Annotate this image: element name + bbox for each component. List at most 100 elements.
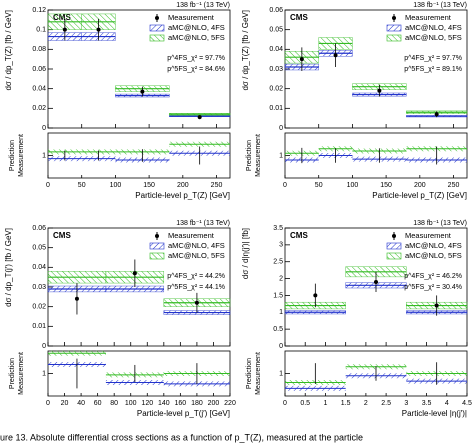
ratio-y-label: Prediction — [9, 140, 16, 171]
ratio-y-tick-label: 1 — [42, 370, 46, 377]
y-axis-label: dσ / d|η(j′)| [fb] — [241, 228, 250, 279]
measurement — [96, 27, 101, 32]
legend-label: Measurement — [405, 231, 452, 240]
experiment: CMS — [290, 231, 308, 240]
x-tick-label: 200 — [208, 400, 220, 407]
y-tick-label: 0.04 — [269, 46, 283, 53]
header: 138 fb⁻¹ (13 TeV) — [176, 220, 230, 227]
annotation: p^5FS_χ² = 89.1% — [404, 66, 462, 73]
y-tick-label: 2.5 — [273, 259, 283, 266]
ratio-y-label: Prediction — [246, 358, 253, 389]
x-tick-label: 4.5 — [462, 400, 472, 407]
x-tick-label: 1 — [323, 400, 327, 407]
y-tick-label: 0 — [42, 125, 46, 132]
experiment: CMS — [53, 231, 71, 240]
y-tick-label: 0.5 — [273, 326, 283, 333]
x-tick-label: 180 — [191, 400, 203, 407]
y-tick-label: 0.08 — [32, 46, 46, 53]
legend-label: aMC@NLO, 5FS — [168, 33, 225, 42]
x-tick-label: 50 — [315, 182, 323, 189]
y-tick-label: 0.04 — [32, 264, 46, 271]
x-tick-label: 60 — [94, 400, 102, 407]
x-tick-label: 150 — [380, 182, 392, 189]
annotation: p^5FS_χ² = 84.6% — [167, 66, 225, 73]
measurement — [132, 271, 137, 276]
annotation: p^4FS_χ² = 97.7% — [404, 55, 462, 62]
y-axis-label: dσ / dp_T(j′) [fb / GeV] — [4, 228, 13, 307]
y-tick-label: 3.5 — [273, 225, 283, 232]
x-tick-label: 200 — [177, 182, 189, 189]
x-axis-label: Particle-level |η(j′)| — [402, 409, 467, 418]
x-tick-label: 0 — [46, 400, 50, 407]
legend-swatch — [386, 252, 402, 260]
ratio-y-label: Prediction — [9, 358, 16, 389]
x-axis-label: Particle-level p_T(j′) [GeV] — [137, 409, 230, 418]
x-tick-label: 160 — [175, 400, 187, 407]
header: 138 fb⁻¹ (13 TeV) — [413, 220, 467, 227]
y-tick-label: 0.03 — [32, 284, 46, 291]
y-tick-label: 0.02 — [269, 86, 283, 93]
legend-label: aMC@NLO, 5FS — [168, 251, 225, 260]
measurement — [374, 279, 378, 284]
x-tick-label: 150 — [143, 182, 155, 189]
measurement — [194, 300, 199, 305]
measurement — [434, 112, 439, 117]
measurement — [299, 57, 304, 62]
legend-swatch — [149, 252, 165, 260]
x-tick-label: 220 — [224, 400, 236, 407]
y-tick-label: 0 — [279, 343, 283, 350]
y-tick-label: 0.04 — [32, 86, 46, 93]
x-tick-label: 100 — [125, 400, 137, 407]
caption: ure 13. Absolute differential cross sect… — [0, 432, 363, 442]
ratio-y-tick-label: 1 — [279, 152, 283, 159]
x-tick-label: 40 — [77, 400, 85, 407]
x-tick-label: 0.5 — [300, 400, 310, 407]
x-tick-label: 100 — [347, 182, 359, 189]
y-tick-label: 0 — [42, 343, 46, 350]
plot-frame — [284, 227, 468, 347]
x-tick-label: 250 — [211, 182, 223, 189]
y-tick-label: 0.02 — [32, 304, 46, 311]
ratio-y-label: Measurement — [255, 352, 262, 395]
x-axis-label: Particle-level p_T(Z) [GeV] — [372, 191, 467, 200]
x-axis-label: Particle-level p_T(Z) [GeV] — [135, 191, 230, 200]
x-tick-label: 80 — [110, 400, 118, 407]
y-tick-label: 0.06 — [32, 225, 46, 232]
legend-label: aMC@NLO, 4FS — [168, 23, 225, 32]
measurement — [62, 27, 67, 32]
x-tick-label: 2.5 — [381, 400, 391, 407]
x-tick-label: 1.5 — [341, 400, 351, 407]
x-tick-label: 2 — [364, 400, 368, 407]
x-tick-label: 200 — [414, 182, 426, 189]
legend-label: aMC@NLO, 5FS — [405, 33, 462, 42]
ratio-y-tick-label: 1 — [42, 152, 46, 159]
legend-swatch — [149, 24, 165, 32]
x-tick-label: 50 — [78, 182, 86, 189]
y-tick-label: 0.06 — [269, 7, 283, 14]
legend-swatch — [149, 242, 165, 250]
measurement — [197, 115, 202, 120]
measurement — [313, 293, 318, 298]
experiment: CMS — [290, 13, 308, 22]
x-tick-label: 3 — [404, 400, 408, 407]
ratio-y-tick-label: 1 — [279, 370, 283, 377]
y-axis-label: dσ / dp_T(Z) [fb / GeV] — [241, 10, 250, 91]
legend-swatch — [386, 242, 402, 250]
ratio-y-label: Prediction — [246, 140, 253, 171]
legend-label: aMC@NLO, 4FS — [405, 23, 462, 32]
ratio-y-label: Measurement — [18, 352, 25, 395]
legend-label: aMC@NLO, 4FS — [405, 241, 462, 250]
header: 138 fb⁻¹ (13 TeV) — [413, 2, 467, 9]
x-tick-label: 0 — [283, 400, 287, 407]
legend-label: Measurement — [168, 231, 215, 240]
legend-swatch — [149, 34, 165, 42]
x-tick-label: 250 — [448, 182, 460, 189]
annotation: p^5FS_χ² = 44.1% — [167, 284, 225, 291]
x-tick-label: 0 — [283, 182, 287, 189]
y-tick-label: 0.03 — [269, 66, 283, 73]
measurement — [333, 53, 338, 58]
x-tick-label: 140 — [158, 400, 170, 407]
y-tick-label: 0.06 — [32, 66, 46, 73]
annotation: p^4FS_χ² = 97.7% — [167, 55, 225, 62]
measurement — [74, 296, 79, 301]
